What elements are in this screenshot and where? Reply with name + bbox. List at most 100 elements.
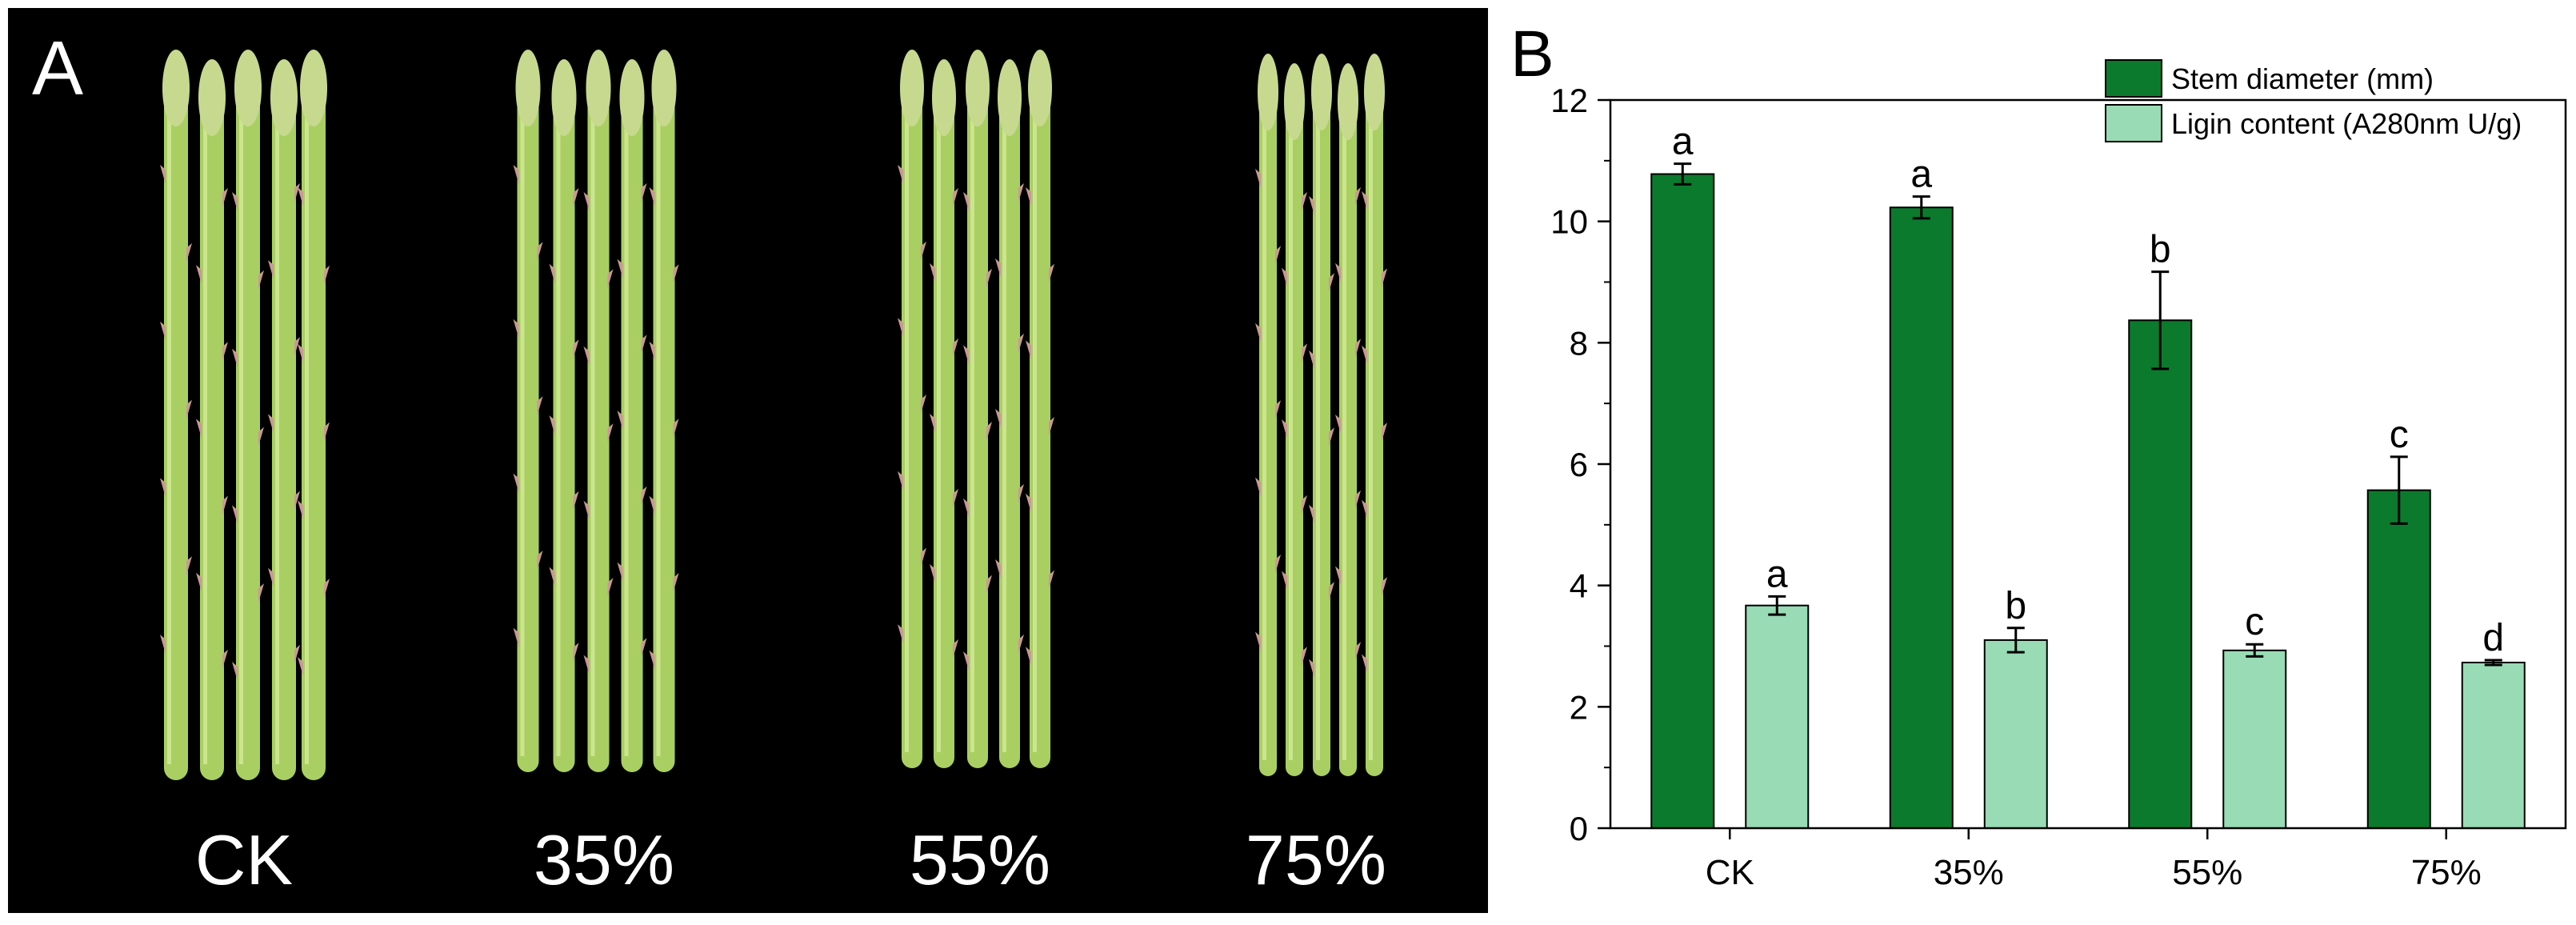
asparagus-spear-tip [586, 50, 611, 126]
asparagus-bract [268, 260, 274, 280]
asparagus-bract [1309, 659, 1314, 679]
asparagus-spear-tip [619, 59, 645, 136]
asparagus-bract [160, 635, 166, 655]
bar-chart: B a a CK a b 35% b c 55% c d 75% 0 2 4 6 8 10 12 Stem diame… [1510, 18, 2567, 892]
asparagus-bract [298, 657, 303, 677]
asparagus-spear-stem [934, 98, 954, 768]
asparagus-bract [1309, 350, 1314, 370]
asparagus-bract [1018, 334, 1024, 353]
asparagus-bract [268, 567, 274, 587]
asparagus-spear-stem [967, 88, 988, 768]
asparagus-bract [641, 638, 647, 658]
asparagus-bract [1282, 419, 1287, 439]
bar [1983, 639, 2048, 830]
asparagus-bract [649, 341, 655, 361]
asparagus-bract [196, 418, 202, 438]
asparagus-bract [294, 337, 300, 357]
asparagus-bract [930, 564, 935, 583]
asparagus-bract [573, 188, 579, 207]
asparagus-bract [268, 414, 274, 434]
asparagus-bract [1275, 555, 1281, 575]
asparagus-bract [953, 188, 958, 207]
asparagus-bract [222, 495, 228, 515]
asparagus-spear-highlight [970, 104, 974, 752]
asparagus-bract [641, 183, 647, 202]
asparagus-bract [953, 639, 958, 659]
asparagus-spear-highlight [624, 114, 629, 756]
asparagus-bract [298, 500, 303, 520]
asparagus-bract [953, 338, 958, 358]
asparagus-bract [1018, 635, 1024, 654]
asparagus-bract [1302, 647, 1307, 667]
asparagus-bract [196, 572, 202, 592]
asparagus-bract [294, 644, 300, 664]
asparagus-bract [898, 318, 903, 338]
asparagus-spear-tip [1338, 63, 1358, 140]
bar [1745, 604, 1810, 829]
asparagus-bract [232, 192, 238, 211]
asparagus-spear-stem [1030, 88, 1050, 768]
asparagus-bract [1026, 187, 1031, 206]
asparagus-bract [537, 242, 543, 262]
asparagus-bract [583, 655, 590, 675]
y-tick-label: 6 [1570, 446, 1588, 483]
asparagus-spear-tip [1364, 54, 1385, 130]
asparagus-spear-highlight [305, 104, 309, 764]
asparagus-bract [513, 318, 519, 338]
asparagus-spear-highlight [239, 104, 243, 764]
asparagus-bract [995, 409, 1001, 428]
y-tick-label: 2 [1570, 688, 1588, 726]
asparagus-bract [963, 345, 969, 365]
asparagus-bract [617, 258, 623, 278]
asparagus-bract [298, 343, 303, 363]
asparagus-bract [921, 394, 926, 414]
asparagus-bract [549, 567, 555, 587]
bar [1650, 173, 1715, 829]
asparagus-bract [1049, 570, 1054, 590]
asparagus-bract [573, 643, 579, 663]
asparagus-bract [1362, 654, 1367, 674]
significance-letter: c [2390, 414, 2409, 456]
asparagus-bract [1275, 246, 1281, 266]
asparagus-bract [573, 491, 579, 511]
asparagus-bract [1026, 647, 1031, 667]
asparagus-bract [963, 498, 969, 518]
asparagus-bract [186, 242, 192, 262]
asparagus-bract [673, 418, 679, 438]
asparagus-spear-highlight [556, 114, 561, 756]
asparagus-bract [1362, 345, 1367, 365]
asparagus-spear-stem [999, 98, 1020, 768]
asparagus-bract [1302, 495, 1307, 515]
asparagus-spear-stem [1339, 102, 1357, 776]
asparagus-bract [986, 268, 992, 288]
x-tick-label: CK [1706, 853, 1754, 892]
asparagus-bract [196, 265, 202, 285]
y-tick-label: 10 [1550, 203, 1588, 241]
bar [2366, 489, 2431, 829]
asparagus-bract [222, 649, 228, 669]
asparagus-bract [1049, 417, 1054, 437]
legend-label: Stem diameter (mm) [2171, 62, 2434, 95]
asparagus-bract [537, 396, 543, 416]
asparagus-spear-stem [902, 88, 922, 768]
bar [1889, 206, 1954, 830]
asparagus-bract [160, 321, 166, 341]
plot-frame [1609, 98, 2567, 830]
asparagus-spear-tip [198, 59, 226, 136]
legend-swatch [2105, 104, 2162, 142]
asparagus-spears [160, 50, 1387, 780]
asparagus-spear-tip [900, 50, 924, 126]
asparagus-bract [1335, 262, 1341, 282]
asparagus-spear-highlight [1002, 114, 1006, 752]
asparagus-bract [995, 258, 1001, 278]
asparagus-bract [583, 192, 590, 211]
asparagus-bract [186, 556, 192, 576]
asparagus-bract [607, 269, 614, 289]
asparagus-bract [641, 334, 647, 354]
asparagus-bract [607, 578, 614, 598]
asparagus-bract [513, 473, 519, 493]
asparagus-bract [995, 559, 1001, 579]
y-tick-label: 12 [1550, 82, 1588, 119]
asparagus-spear-tip [651, 50, 677, 126]
asparagus-bract [953, 489, 958, 508]
